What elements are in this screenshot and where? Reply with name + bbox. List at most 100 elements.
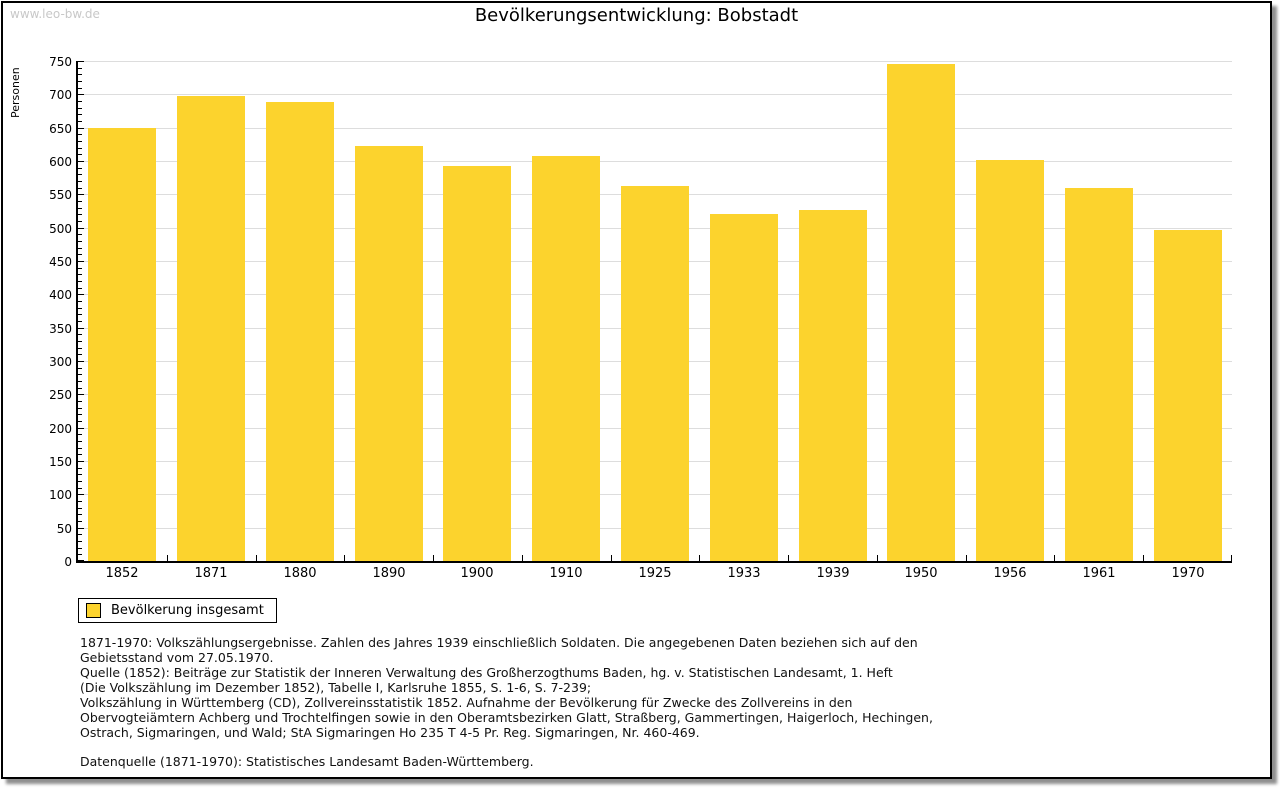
- y-minor-tick-630: [78, 141, 82, 142]
- y-minor-tick-30: [78, 541, 82, 542]
- y-tick-650: [78, 127, 84, 129]
- y-minor-tick-390: [78, 301, 82, 302]
- y-minor-tick-670: [78, 114, 82, 116]
- y-minor-tick-330: [78, 341, 82, 342]
- y-tick-350: [78, 327, 84, 329]
- y-minor-tick-720: [78, 81, 82, 82]
- bar-1852: [88, 128, 156, 561]
- bar-1900: [443, 166, 511, 561]
- y-minor-tick-80: [78, 507, 82, 509]
- y-minor-tick-370: [78, 314, 82, 316]
- bar-1910: [532, 156, 600, 561]
- y-minor-tick-590: [78, 167, 82, 169]
- y-minor-tick-310: [78, 354, 82, 356]
- x-tick-label-1939: 1939: [816, 566, 850, 581]
- y-minor-tick-710: [78, 87, 82, 89]
- legend-color-swatch: [86, 603, 101, 618]
- y-minor-tick-620: [78, 147, 82, 149]
- y-minor-tick-220: [78, 414, 82, 416]
- y-minor-tick-210: [78, 421, 82, 422]
- y-tick-label-500: 500: [49, 221, 72, 236]
- x-tick-label-1950: 1950: [904, 566, 938, 581]
- y-tick-label-100: 100: [49, 488, 72, 503]
- y-tick-label-0: 0: [64, 555, 72, 569]
- legend: Bevölkerung insgesamt: [78, 598, 277, 623]
- y-minor-tick-380: [78, 307, 82, 309]
- bar-1890: [355, 146, 423, 561]
- y-tick-450: [78, 261, 84, 262]
- bar-1933: [710, 214, 778, 561]
- y-tick-label-350: 350: [49, 321, 72, 336]
- note-line-1: 1871-1970: Volkszählungsergebnisse. Zahl…: [80, 635, 918, 650]
- legend-label: Bevölkerung insgesamt: [111, 603, 264, 618]
- site-watermark: www.leo-bw.de: [10, 7, 100, 21]
- y-minor-tick-440: [78, 267, 82, 269]
- bar-1961: [1065, 188, 1133, 561]
- x-tick-11: [1054, 555, 1055, 561]
- x-tick-4: [433, 555, 434, 561]
- x-tick-label-1900: 1900: [460, 566, 494, 581]
- y-minor-tick-290: [78, 367, 82, 369]
- y-tick-label-400: 400: [49, 288, 72, 303]
- note-line-6: Obervogteiämtern Achberg und Trochtelfin…: [80, 710, 933, 725]
- x-tick-label-1852: 1852: [105, 566, 139, 581]
- gridline-750: [78, 61, 1232, 62]
- y-minor-tick-410: [78, 287, 82, 289]
- x-tick-12: [1143, 555, 1144, 561]
- y-tick-700: [78, 94, 84, 96]
- x-tick-label-1970: 1970: [1171, 566, 1205, 581]
- y-minor-tick-180: [78, 441, 82, 442]
- bar-1925: [621, 186, 689, 561]
- y-minor-tick-230: [78, 407, 82, 409]
- y-tick-label-250: 250: [49, 388, 72, 403]
- y-minor-tick-120: [78, 481, 82, 482]
- x-tick-8: [788, 555, 789, 561]
- y-minor-tick-430: [78, 274, 82, 276]
- y-tick-200: [78, 427, 84, 429]
- y-tick-label-700: 700: [49, 88, 72, 103]
- y-minor-tick-490: [78, 234, 82, 236]
- x-axis-tick-labels: 1852 1871 1880 1890 1900 1910 1925 1933 1939 1950…: [78, 566, 1232, 584]
- y-tick-0: [78, 560, 84, 561]
- note-line-7: Ostrach, Sigmaringen, und Wald; StA Sigm…: [80, 725, 700, 740]
- x-tick-label-1890: 1890: [372, 566, 406, 581]
- y-minor-tick-680: [78, 107, 82, 109]
- y-axis-label: Personen: [9, 67, 22, 118]
- x-tick-label-1956: 1956: [993, 566, 1027, 581]
- y-minor-tick-270: [78, 381, 82, 382]
- x-tick-5: [522, 555, 523, 561]
- bar-1956: [976, 160, 1044, 561]
- y-tick-label-50: 50: [56, 521, 72, 536]
- y-tick-label-600: 600: [49, 155, 72, 169]
- y-minor-tick-540: [78, 201, 82, 202]
- y-minor-tick-130: [78, 474, 82, 476]
- y-minor-tick-10: [78, 554, 82, 556]
- y-tick-label-550: 550: [49, 188, 72, 203]
- y-tick-label-750: 750: [49, 55, 72, 69]
- x-tick-label-1871: 1871: [194, 566, 228, 581]
- y-minor-tick-520: [78, 214, 82, 216]
- y-minor-tick-240: [78, 401, 82, 402]
- datenquelle-line: Datenquelle (1871-1970): Statistisches L…: [80, 754, 534, 769]
- y-tick-550: [78, 194, 84, 196]
- y-tick-750: [78, 61, 84, 62]
- note-line-4: (Die Volkszählung im Dezember 1852), Tab…: [80, 680, 592, 695]
- x-tick-1: [167, 555, 168, 561]
- x-tick-7: [699, 555, 700, 561]
- y-minor-tick-160: [78, 454, 82, 456]
- y-minor-tick-190: [78, 434, 82, 436]
- note-line-5: Volkszählung in Württemberg (CD), Zollve…: [80, 695, 853, 710]
- y-minor-tick-20: [78, 547, 82, 549]
- y-minor-tick-660: [78, 121, 82, 122]
- y-minor-tick-60: [78, 521, 82, 522]
- y-tick-label-650: 650: [49, 121, 72, 136]
- y-tick-label-200: 200: [49, 421, 72, 436]
- y-minor-tick-470: [78, 247, 82, 249]
- x-tick-6: [611, 555, 612, 561]
- chart-page: www.leo-bw.de Bevölkerungsentwicklung: B…: [1, 1, 1272, 779]
- x-tick-2: [256, 555, 257, 561]
- y-minor-tick-580: [78, 174, 82, 176]
- x-tick-label-1910: 1910: [549, 566, 583, 581]
- y-minor-tick-280: [78, 374, 82, 376]
- y-axis-tick-labels: 0 50 100 150 200 250 300 350 400 450 500 550 600 650 7…: [30, 55, 72, 569]
